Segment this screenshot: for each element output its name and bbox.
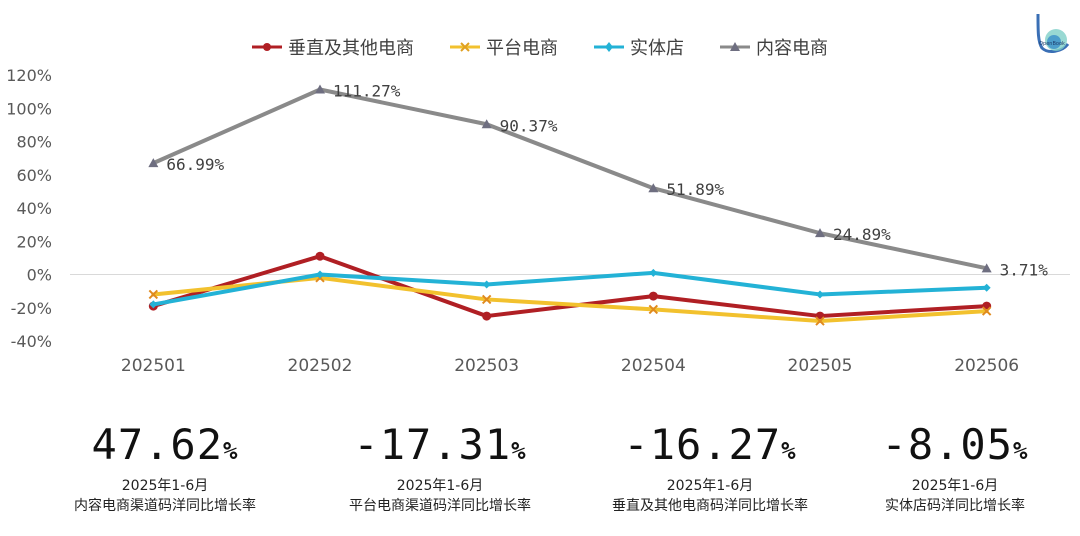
data-point [648, 183, 659, 193]
stat-value: -17.31% [353, 420, 527, 469]
data-point [481, 294, 492, 305]
data-point [816, 290, 824, 299]
data-label: 90.37% [500, 116, 558, 135]
data-point [148, 289, 159, 300]
legend-item: 平台电商 [450, 34, 558, 60]
stat-description: 实体店码洋同比增长率 [885, 498, 1025, 514]
stat-period: 2025年1-6月 [666, 478, 754, 494]
chart-legend: 垂直及其他电商 平台电商 实体店 内容电商 [0, 34, 1080, 60]
data-point [981, 306, 992, 316]
line-chart: 120% 100% 80% 60% 40% 20% 0% -20% -40% 202501 2025… [6, 66, 1070, 376]
y-tick-label: -40% [11, 332, 52, 351]
legend-marker-x [450, 42, 480, 52]
data-label: 66.99% [166, 155, 224, 174]
data-point [315, 251, 325, 261]
series-line-1 [151, 254, 989, 319]
series-line-4 [151, 87, 989, 271]
data-label: 3.71% [1000, 260, 1049, 279]
data-point [982, 283, 991, 292]
x-tick-label: 202504 [621, 356, 686, 376]
y-tick-label: 0% [27, 266, 52, 285]
y-tick-label: 80% [16, 133, 52, 152]
legend-item: 垂直及其他电商 [252, 34, 414, 60]
legend-marker-triangle [720, 42, 750, 51]
y-tick-label: -20% [11, 299, 52, 318]
data-point [648, 304, 659, 315]
data-point [482, 311, 492, 321]
x-tick-label: 202503 [454, 356, 519, 376]
data-point [815, 316, 825, 326]
stat-description: 垂直及其他电商码洋同比增长率 [612, 498, 808, 514]
data-point [149, 300, 158, 309]
legend-label: 实体店 [630, 38, 684, 59]
stat-period: 2025年1-6月 [911, 478, 999, 494]
stat-card: -17.31% 2025年1-6月 平台电商渠道码洋同比增长率 [305, 420, 575, 516]
data-point [815, 228, 825, 238]
summary-stats: 47.62% 2025年1-6月 内容电商渠道码洋同比增长率 -17.31% 2… [0, 420, 1080, 530]
y-tick-label: 100% [6, 99, 52, 118]
data-label: 24.89% [833, 225, 891, 244]
data-point [649, 268, 658, 277]
legend-item: 实体店 [594, 34, 684, 60]
x-tick-label: 202506 [954, 356, 1019, 376]
x-tick-label: 202501 [121, 356, 186, 376]
data-point [316, 270, 324, 279]
series-line-3 [151, 270, 989, 307]
stat-period: 2025年1-6月 [121, 478, 209, 494]
legend-marker-diamond [594, 42, 624, 52]
stat-value: -16.27% [623, 420, 797, 469]
y-tick-label: 60% [16, 166, 52, 185]
logo-text: OpenBook [1039, 41, 1065, 47]
y-tick-label: 20% [16, 232, 52, 251]
legend-marker-circle [252, 43, 282, 51]
stat-description: 平台电商渠道码洋同比增长率 [349, 498, 531, 514]
stat-card: -8.05% 2025年1-6月 实体店码洋同比增长率 [820, 420, 1080, 516]
legend-label: 垂直及其他电商 [288, 38, 414, 59]
legend-label: 内容电商 [756, 38, 828, 59]
data-point [981, 263, 992, 273]
stat-description: 内容电商渠道码洋同比增长率 [74, 498, 256, 514]
y-tick-label: 120% [6, 66, 52, 85]
y-tick-label: 40% [16, 199, 52, 218]
data-point [481, 119, 492, 129]
stat-period: 2025年1-6月 [396, 478, 484, 494]
data-point [148, 158, 159, 168]
data-label: 111.27% [333, 82, 401, 101]
data-point [648, 291, 658, 301]
legend-item: 内容电商 [720, 34, 828, 60]
data-label: 51.89% [666, 180, 724, 199]
x-tick-label: 202505 [788, 356, 853, 376]
data-point [482, 280, 491, 289]
openbook-logo-icon: OpenBook [1032, 12, 1072, 56]
stat-card: 47.62% 2025年1-6月 内容电商渠道码洋同比增长率 [30, 420, 300, 516]
stat-value: -8.05% [881, 420, 1029, 469]
stat-card: -16.27% 2025年1-6月 垂直及其他电商码洋同比增长率 [575, 420, 845, 516]
data-point [315, 84, 325, 94]
stat-value: 47.62% [91, 420, 239, 469]
legend-label: 平台电商 [486, 38, 558, 59]
x-tick-label: 202502 [288, 356, 353, 376]
